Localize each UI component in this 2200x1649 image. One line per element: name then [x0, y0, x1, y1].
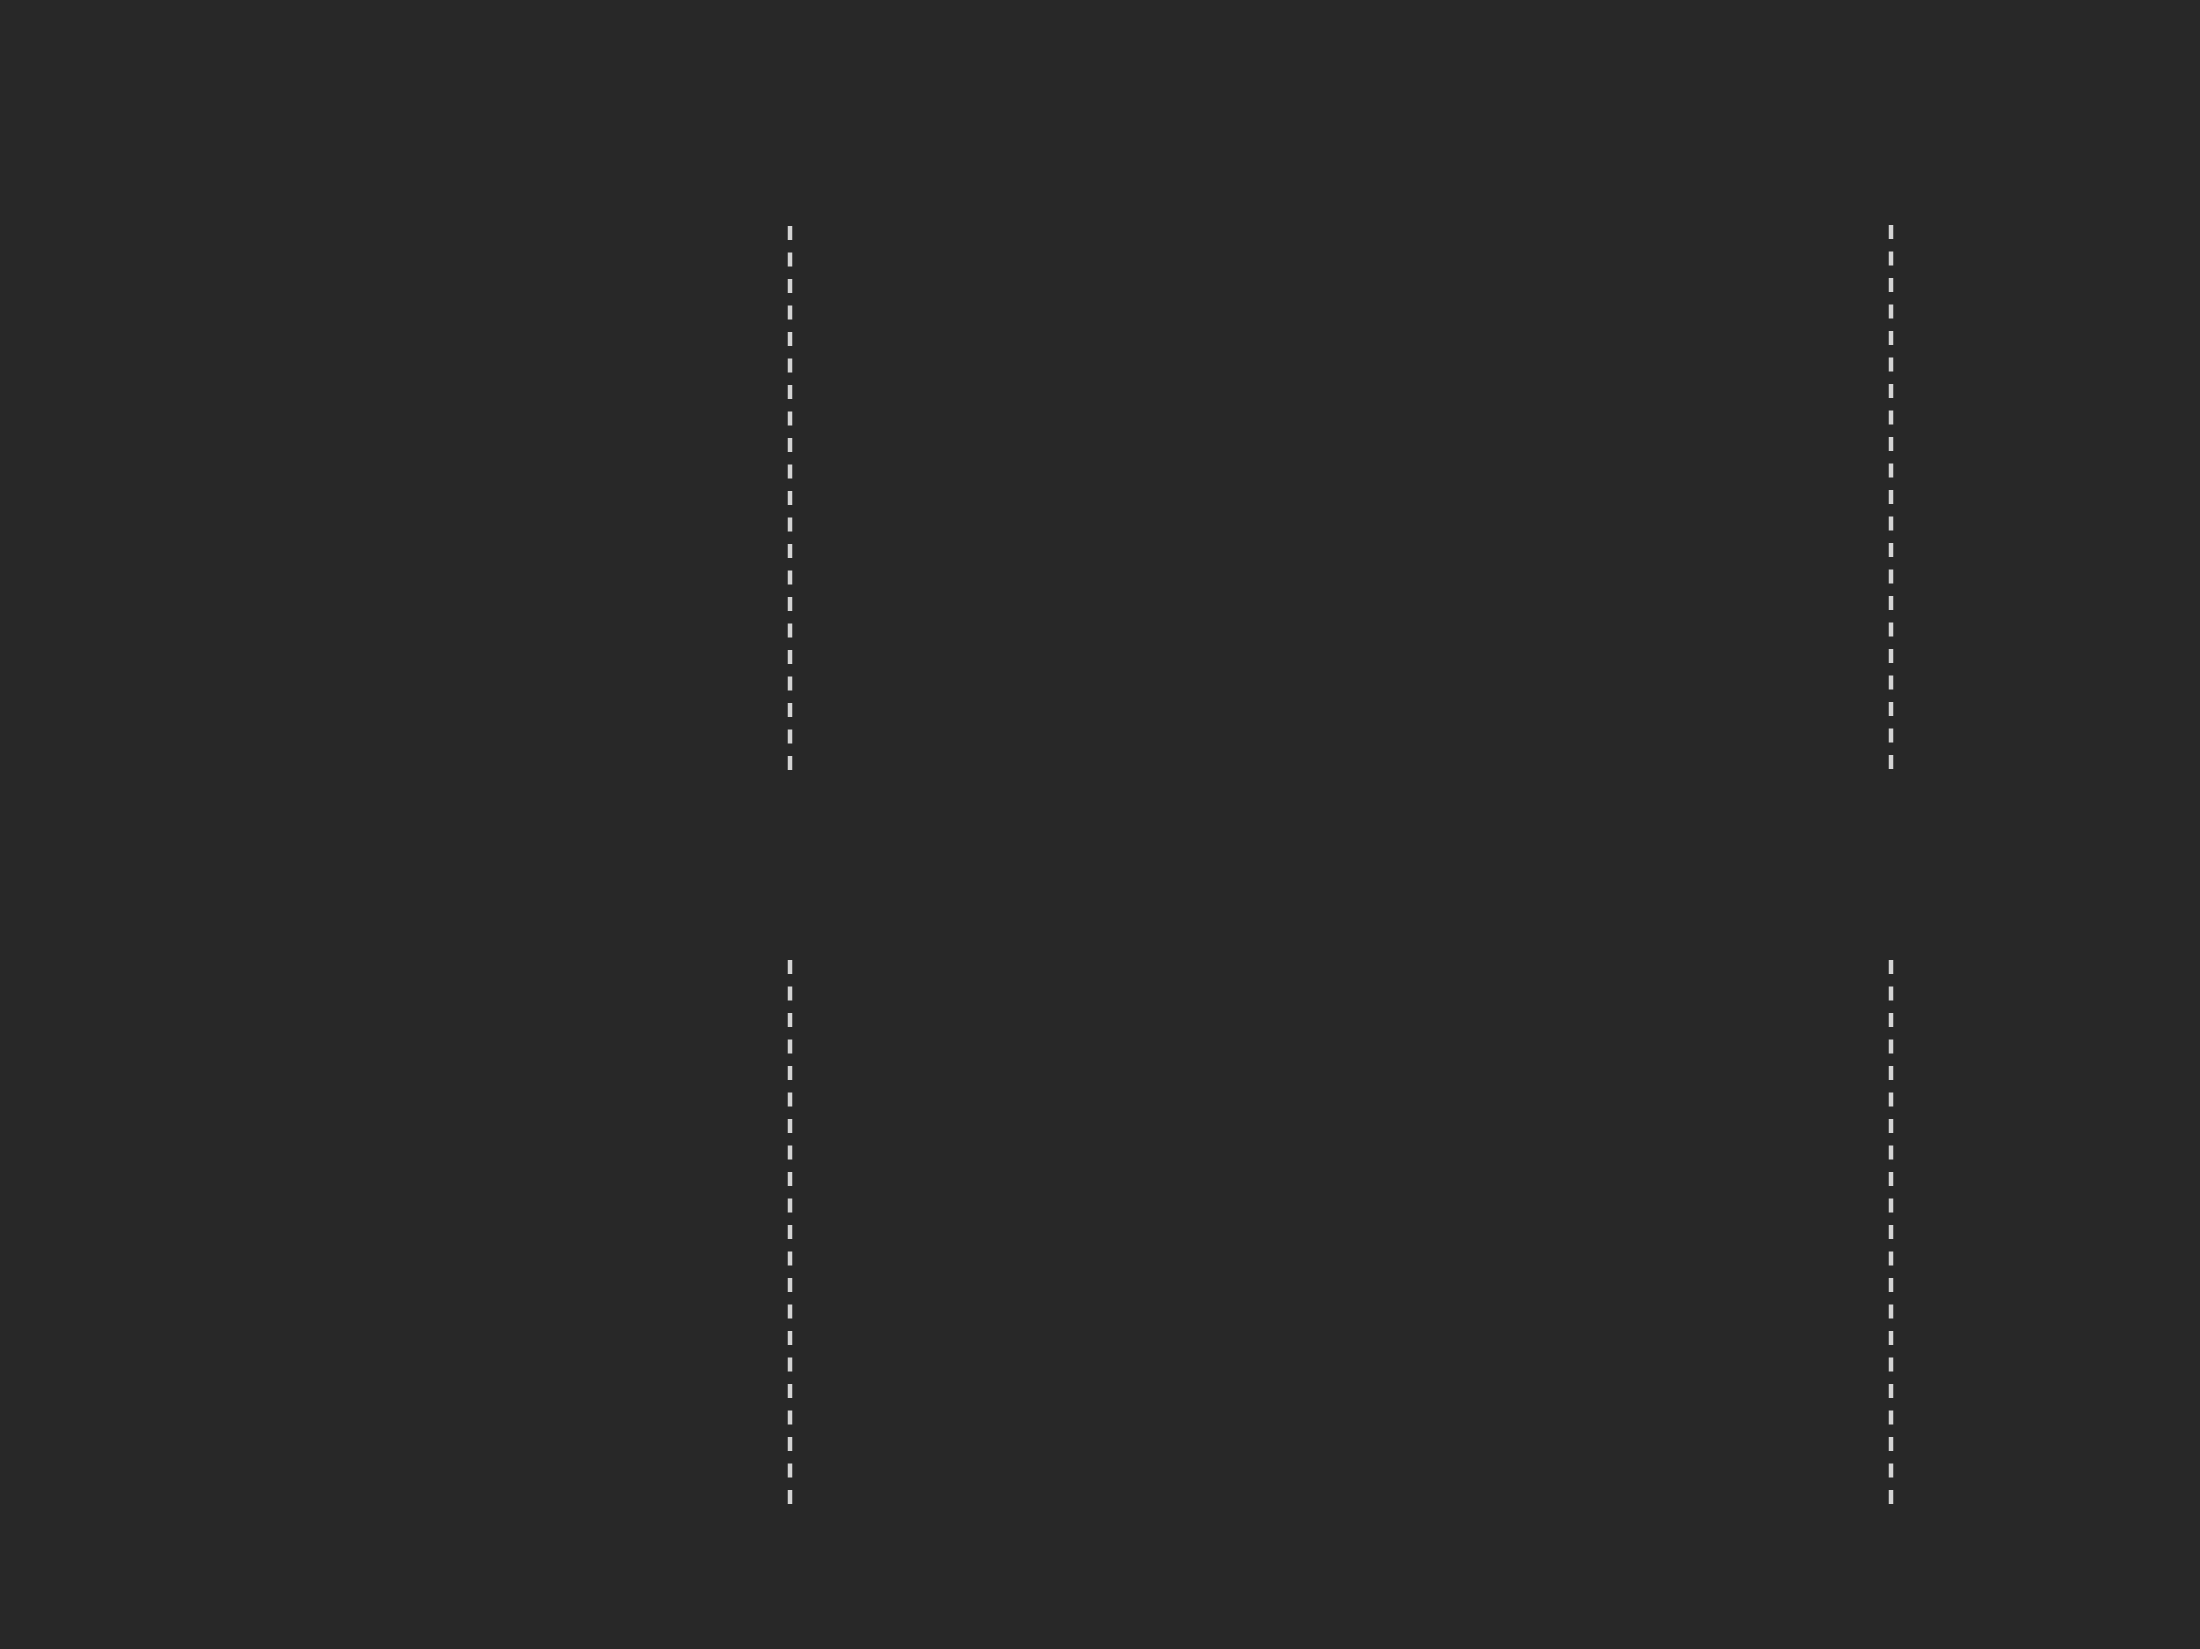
stroke-layer	[787, 225, 1894, 1512]
drawing-canvas[interactable]	[0, 0, 2200, 1649]
